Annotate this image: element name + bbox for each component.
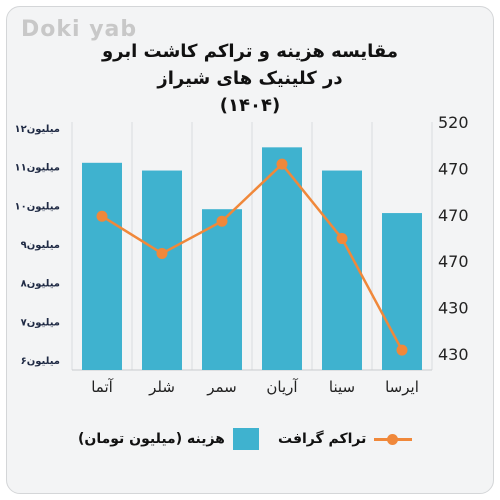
category-label: آتما: [91, 378, 113, 396]
density-point: [96, 210, 108, 222]
bar: [262, 147, 302, 370]
left-tick-label: ۸میلیون: [21, 279, 60, 290]
density-point: [396, 344, 408, 356]
left-tick-label: ۱۱میلیون: [15, 163, 60, 174]
left-tick-label: ۱۲میلیون: [15, 124, 60, 135]
right-tick-label: 470: [438, 159, 469, 178]
bar: [382, 213, 422, 370]
density-point: [156, 247, 168, 259]
chart-title: مقایسه هزینه و تراکم کاشت ابرو در کلینیک…: [40, 38, 460, 119]
bar: [322, 170, 362, 370]
right-tick-label: 430: [438, 299, 469, 318]
category-label: سینا: [329, 378, 355, 396]
left-tick-label: ۱۰میلیون: [15, 201, 60, 212]
bar: [82, 162, 122, 370]
right-tick-label: 520: [438, 113, 469, 132]
bar: [202, 209, 242, 370]
watermark-logo: Doki yab: [21, 17, 138, 42]
legend-density: تراکم گرافت: [278, 426, 413, 452]
legend-cost-swatch: [232, 428, 259, 450]
legend-cost-label: هزینه (میلیون تومان): [78, 431, 225, 447]
right-tick-label: 470: [438, 252, 469, 271]
category-label: شلر: [148, 378, 175, 396]
legend-density-label: تراکم گرافت: [278, 431, 367, 447]
right-tick-label: 470: [438, 206, 469, 225]
title-line-2: در کلینیک های شیراز: [157, 68, 343, 89]
left-tick-label: ۷میلیون: [21, 317, 60, 328]
left-tick-label: ۶میلیون: [21, 356, 60, 367]
legend-cost: هزینه (میلیون تومان): [78, 426, 259, 452]
category-label: سمر: [206, 378, 237, 396]
density-point: [336, 233, 348, 245]
right-tick-label: 430: [438, 345, 469, 364]
legend-density-swatch: [374, 432, 413, 446]
category-label: آریان: [266, 378, 298, 396]
density-line: [101, 162, 404, 351]
title-line-3: (۱۴۰۴): [219, 95, 281, 116]
density-point: [276, 158, 288, 170]
category-label: ایرسا: [385, 378, 419, 396]
density-point: [216, 215, 228, 227]
left-tick-label: ۹میلیون: [21, 240, 60, 251]
title-line-1: مقایسه هزینه و تراکم کاشت ابرو: [101, 41, 399, 62]
bar: [142, 170, 182, 370]
